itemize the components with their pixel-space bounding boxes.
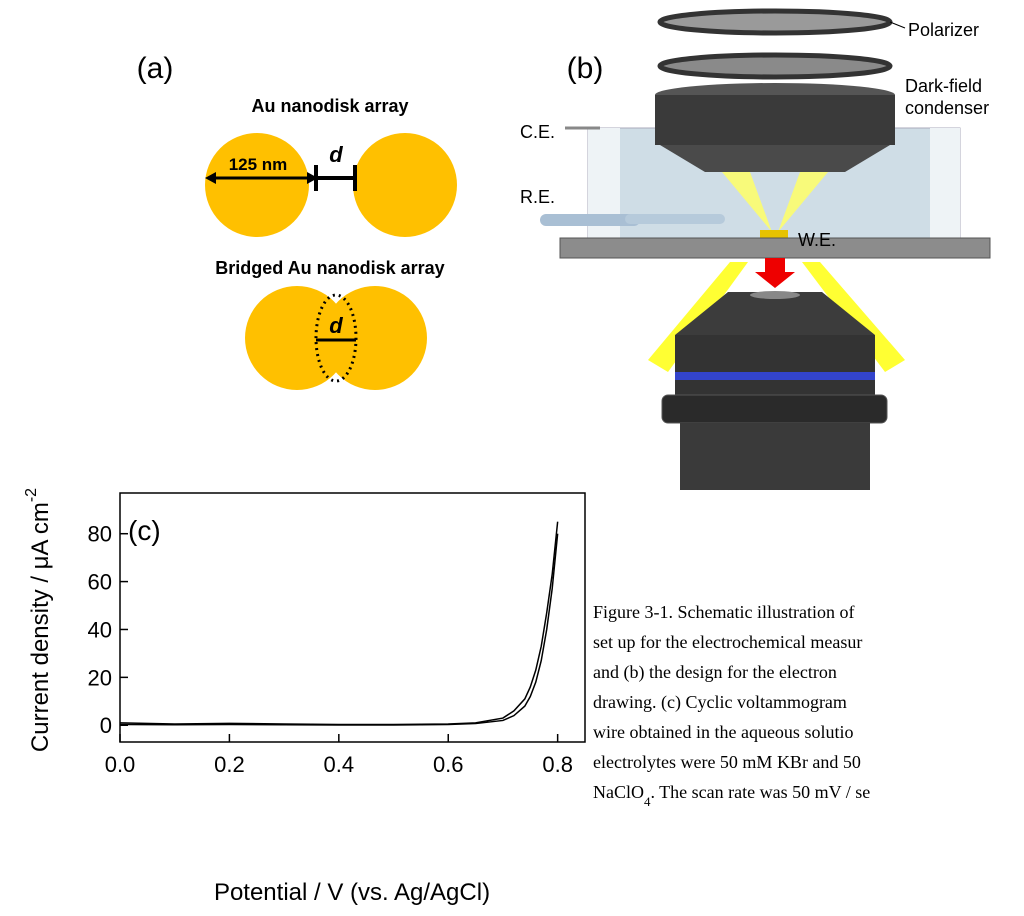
objective-body xyxy=(675,335,875,395)
x-tick-label: 0.4 xyxy=(324,752,355,777)
re-label: R.E. xyxy=(520,187,555,207)
y-axis-label: Current density / μA cm-2 xyxy=(23,488,54,752)
polarizer xyxy=(660,11,890,33)
cell-wall xyxy=(930,128,960,240)
plot-frame xyxy=(120,493,585,742)
y-label-sup: -2 xyxy=(23,488,40,502)
panel-label: (c) xyxy=(128,515,161,546)
caption-line: electrolytes were 50 mM KBr and 50 xyxy=(593,752,861,772)
electrode-tube xyxy=(625,214,725,224)
nanodisk xyxy=(353,133,457,237)
bridged-title: Bridged Au nanodisk array xyxy=(215,258,444,278)
polarizer-label: Polarizer xyxy=(908,20,979,40)
objective-ring xyxy=(662,395,887,423)
caption-line: NaClO4. The scan rate was 50 mV / se xyxy=(593,782,870,809)
nanodisk xyxy=(205,133,309,237)
condenser-label: condenser xyxy=(905,98,989,118)
y-tick-label: 60 xyxy=(88,570,112,595)
condenser-body xyxy=(655,95,895,145)
stage xyxy=(560,238,990,258)
y-tick-label: 80 xyxy=(88,522,112,547)
y-tick-label: 40 xyxy=(88,617,112,642)
cv-curve xyxy=(120,522,558,725)
objective-band xyxy=(675,372,875,380)
figure: (a) Au nanodisk array 125 nm d Bridged A… xyxy=(0,0,1024,916)
panel-label: (b) xyxy=(567,52,604,85)
array-title: Au nanodisk array xyxy=(251,96,408,116)
we-label: W.E. xyxy=(798,230,836,250)
x-axis-label: Potential / V (vs. Ag/AgCl) xyxy=(214,879,490,906)
x-tick-label: 0.0 xyxy=(105,752,136,777)
y-tick-label: 0 xyxy=(100,713,112,738)
leader xyxy=(890,22,905,28)
objective-lens xyxy=(750,291,800,299)
diameter-label: 125 nm xyxy=(229,155,288,174)
caption-line: set up for the electrochemical measur xyxy=(593,632,862,652)
caption-line: and (b) the design for the electron xyxy=(593,662,837,683)
condenser-label: Dark-field xyxy=(905,76,982,96)
polarizer-ring xyxy=(660,55,890,77)
gap-label: d xyxy=(329,313,343,338)
nanodisk xyxy=(323,286,427,390)
caption-line: wire obtained in the aqueous solutio xyxy=(593,722,853,742)
y-tick-label: 20 xyxy=(88,665,112,690)
caption-text: . The scan rate was 50 mV / se xyxy=(651,782,871,802)
gap-label: d xyxy=(329,142,343,167)
reference-electrode xyxy=(540,214,640,226)
caption-text: NaClO xyxy=(593,782,644,802)
working-electrode xyxy=(760,230,788,238)
caption: Figure 3-1. Schematic illustration of set… xyxy=(593,602,870,809)
arrow xyxy=(755,258,795,288)
caption-line: Figure 3-1. Schematic illustration of xyxy=(593,602,854,622)
cv-curve xyxy=(120,534,558,725)
caption-line: drawing. (c) Cyclic voltammogram xyxy=(593,692,847,713)
panel-label: (a) xyxy=(137,52,174,85)
objective-base xyxy=(680,423,870,490)
x-tick-label: 0.6 xyxy=(433,752,464,777)
y-label-text: Current density / μA cm xyxy=(27,502,54,752)
x-tick-label: 0.2 xyxy=(214,752,245,777)
ce-label: C.E. xyxy=(520,122,555,142)
x-tick-label: 0.8 xyxy=(542,752,573,777)
